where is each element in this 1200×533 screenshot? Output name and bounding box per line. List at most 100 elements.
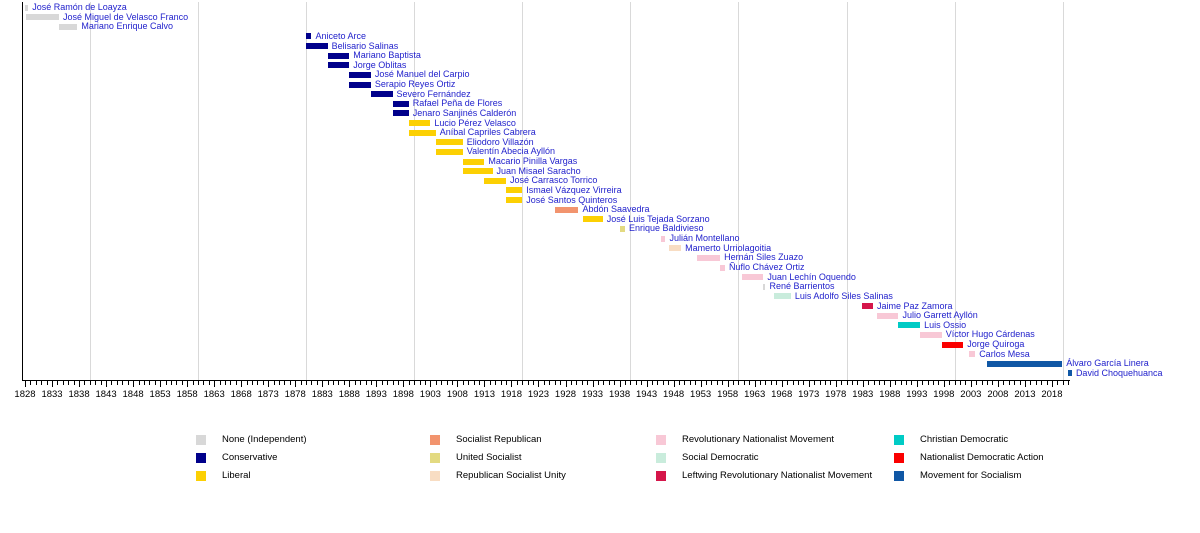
axis-tick-1841 <box>95 381 97 385</box>
axis-tick-1897 <box>397 381 399 385</box>
axis-tick-1839 <box>84 381 86 385</box>
axis-tick-2009 <box>1003 381 1005 385</box>
axis-tick-1833 <box>52 381 54 387</box>
person-label[interactable]: Enrique Baldivieso <box>628 223 704 234</box>
person-label[interactable]: Jaime Paz Zamora <box>877 300 953 311</box>
person-label[interactable]: Abdón Saavedra <box>582 204 650 215</box>
axis-tick-label-1918: 1918 <box>500 389 522 400</box>
axis-tick-1953 <box>700 381 702 387</box>
person-label[interactable]: Macario Pinilla Vargas <box>488 156 578 167</box>
axis-tick-label-1988: 1988 <box>879 389 901 400</box>
axis-tick-1883 <box>322 381 324 387</box>
axis-tick-1828 <box>25 381 26 387</box>
legend-label-mas: Movement for Socialism <box>920 470 1022 481</box>
axis-tick-1910 <box>468 381 470 385</box>
person-label[interactable]: Belisario Salinas <box>331 40 399 51</box>
axis-tick-1979 <box>841 381 843 385</box>
person-label[interactable]: Luis Ossio <box>924 319 967 330</box>
axis-tick-1955 <box>711 381 713 385</box>
axis-tick-1931 <box>581 381 583 385</box>
axis-tick-1941 <box>635 381 637 385</box>
gridline-1880 <box>306 2 308 380</box>
legend-swatch-christian_democratic <box>894 435 904 445</box>
gridline-1840 <box>89 2 91 380</box>
person-label[interactable]: Jenaro Sanjinés Calderón <box>412 107 517 118</box>
timeline-bar <box>876 312 899 319</box>
axis-tick-1945 <box>657 381 659 385</box>
axis-tick-1848 <box>133 381 135 387</box>
axis-tick-1924 <box>543 381 545 385</box>
axis-tick-1939 <box>624 381 626 385</box>
axis-tick-2006 <box>987 381 989 385</box>
person-label[interactable]: René Barrientos <box>769 281 835 292</box>
vice-presidents-timeline-chart: José Ramón de Loayza José Miguel de Velas… <box>14 2 1163 400</box>
timeline-bar <box>392 100 409 107</box>
axis-tick-1866 <box>230 381 232 385</box>
axis-tick-1928 <box>565 381 567 387</box>
person-label[interactable]: Ñuflo Chávez Ortiz <box>728 262 805 272</box>
person-label[interactable]: José Luis Tejada Sorzano <box>606 213 710 224</box>
person-label[interactable]: Luis Adolfo Siles Salinas <box>794 290 893 301</box>
person-label[interactable]: Julián Montellano <box>669 233 740 244</box>
axis-tick-1891 <box>365 381 367 385</box>
axis-tick-label-1903: 1903 <box>419 389 441 400</box>
axis-tick-1884 <box>327 381 329 385</box>
person-label[interactable]: Aníbal Capriles Cabrera <box>439 127 536 138</box>
person-label[interactable]: Rafael Peña de Flores <box>412 98 503 109</box>
person-label[interactable]: Álvaro García Linera <box>1066 358 1149 369</box>
legend-swatch-socialist_republican <box>430 435 440 445</box>
person-label[interactable]: Juan Misael Saracho <box>496 165 581 176</box>
person-label[interactable]: Eliodoro Villazón <box>466 136 534 147</box>
person-label[interactable]: Ismael Vázquez Virreira <box>526 184 622 195</box>
axis-tick-label-1898: 1898 <box>392 389 414 400</box>
person-label[interactable]: Jorge Oblitas <box>353 59 407 70</box>
timeline-bar <box>861 303 874 310</box>
person-label[interactable]: Mariano Baptista <box>353 50 421 61</box>
person-label[interactable]: José Santos Quinteros <box>526 194 618 205</box>
axis-tick-2008 <box>997 381 999 387</box>
legend-label-conservative: Conservative <box>222 452 278 463</box>
axis-tick-1830 <box>35 381 37 385</box>
axis-tick-1959 <box>733 381 735 385</box>
person-label[interactable]: José Carrasco Torrico <box>510 175 598 186</box>
person-label[interactable]: Víctor Hugo Cárdenas <box>945 329 1035 340</box>
person-label[interactable]: David Choquehuanca <box>1075 367 1163 378</box>
axis-tick-1951 <box>689 381 691 385</box>
person-label[interactable]: José Miguel de Velasco Franco <box>63 11 189 22</box>
axis-tick-1974 <box>814 381 816 385</box>
axis-tick-1896 <box>392 381 394 385</box>
person-label[interactable]: Mariano Enrique Calvo <box>81 21 173 32</box>
axis-tick-1856 <box>176 381 178 385</box>
person-label[interactable]: Carlos Mesa <box>979 348 1030 359</box>
person-label[interactable]: Juan Lechín Oquendo <box>767 271 856 282</box>
axis-tick-2012 <box>1019 381 1021 385</box>
axis-tick-1850 <box>143 381 145 385</box>
person-label[interactable]: Hernán Siles Zuazo <box>724 252 804 263</box>
axis-tick-1895 <box>387 381 389 385</box>
person-label[interactable]: José Ramón de Loayza <box>32 2 127 12</box>
axis-tick-label-1973: 1973 <box>798 389 820 400</box>
axis-tick-2007 <box>992 381 994 385</box>
person-label[interactable]: Serapio Reyes Ortiz <box>374 79 456 90</box>
axis-tick-1938 <box>619 381 621 387</box>
person-label[interactable]: Julio Garrett Ayllón <box>902 310 978 321</box>
axis-tick-label-1843: 1843 <box>95 389 117 400</box>
timeline-bar <box>920 331 942 338</box>
person-label[interactable]: Aniceto Arce <box>315 30 366 41</box>
person-label[interactable]: Lucio Pérez Velasco <box>434 117 516 128</box>
timeline-bar <box>462 168 493 175</box>
timeline-bar <box>59 23 78 30</box>
axis-tick-1983 <box>862 381 864 387</box>
axis-tick-2019 <box>1057 381 1059 385</box>
person-label[interactable]: José Manuel del Carpio <box>374 69 470 80</box>
axis-tick-1876 <box>284 381 286 385</box>
axis-tick-1965 <box>765 381 767 385</box>
person-label[interactable]: Valentín Abecia Ayllón <box>466 146 556 157</box>
axis-tick-1882 <box>316 381 318 385</box>
axis-tick-1984 <box>868 381 870 385</box>
person-label[interactable]: Jorge Quiroga <box>967 339 1025 350</box>
axis-tick-2015 <box>1035 381 1037 385</box>
axis-tick-1900 <box>414 381 416 385</box>
person-label[interactable]: Severo Fernández <box>396 88 471 99</box>
person-label[interactable]: Mamerto Urriolagoitia <box>685 242 772 253</box>
